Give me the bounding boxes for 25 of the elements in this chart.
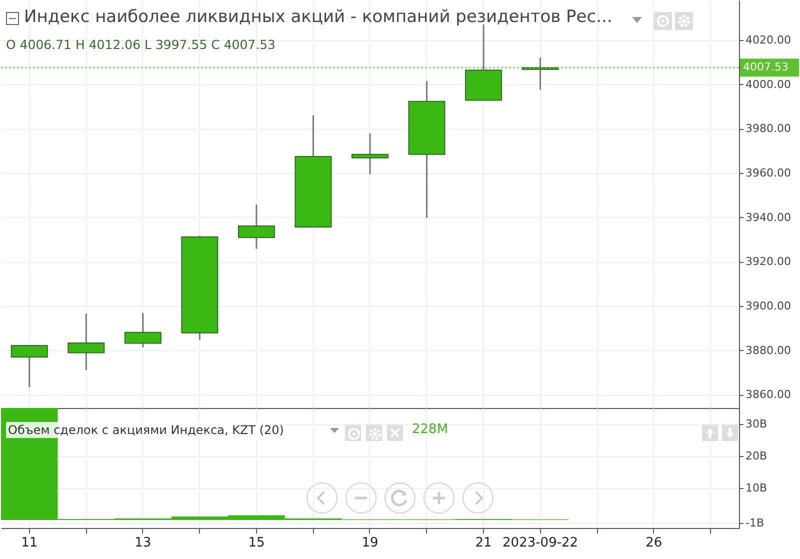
x-tick-label: 26 — [646, 536, 662, 550]
text: Объем сделок с акциями Индекса, KZT (20) — [6, 422, 286, 438]
y-tick-label: 3880.00 — [746, 344, 791, 357]
x-tick-label: 2023-09-22 — [502, 536, 578, 550]
x-tick-label: 11 — [21, 536, 38, 550]
x-tick-label: 19 — [362, 536, 378, 550]
y-tick-label: 3860.00 — [746, 388, 791, 402]
annotation: 228M — [412, 422, 448, 437]
y-tick-label: 4000.00 — [746, 78, 791, 91]
text: O 4006.71 H 4012.06 L 3997.55 C 4007.53 — [6, 37, 276, 52]
y-tick-label: -1B — [746, 516, 764, 530]
y-tick-label: 4020.00 — [746, 33, 791, 46]
y-tick-label: 3920.00 — [746, 255, 791, 268]
chart-title: Индекс наиболее ликвидных акций - компаний резидентов Рес... — [24, 7, 612, 27]
ref-line-label: 4007.53 — [743, 60, 788, 74]
x-tick-label: 13 — [134, 536, 152, 550]
y-tick-label: 3900.00 — [746, 300, 791, 312]
y-tick-label: 10B — [746, 482, 768, 494]
y-tick-label: 3940.00 — [746, 210, 791, 224]
x-tick-label: 15 — [248, 536, 265, 550]
y-tick-label: 3960.00 — [746, 166, 791, 180]
y-tick-label: 30B — [746, 418, 768, 430]
x-tick-label: 21 — [475, 536, 492, 550]
y-tick-label: 20B — [746, 450, 768, 462]
y-tick-label: 3980.00 — [746, 122, 791, 136]
